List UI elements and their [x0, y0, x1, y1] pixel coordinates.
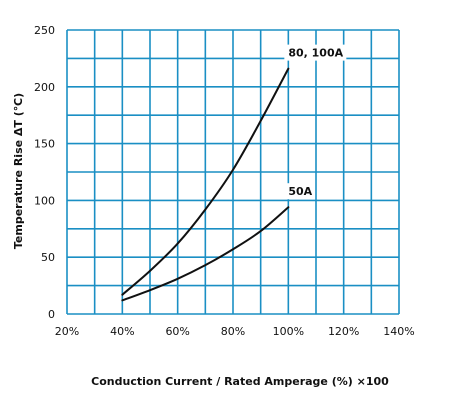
- grid: [66, 29, 400, 315]
- x-tick-label: 40%: [110, 325, 134, 338]
- x-tick-label: 120%: [328, 325, 359, 338]
- y-tick-label: 50: [41, 251, 55, 264]
- series-label-background: [284, 44, 347, 61]
- y-tick-label: 200: [34, 81, 55, 94]
- series-line-0: [121, 67, 290, 296]
- series-labels: 80, 100A 50A: [284, 44, 347, 200]
- y-axis-title: Temperature Rise ΔT (℃): [12, 93, 25, 249]
- x-tick-label: 80%: [221, 325, 245, 338]
- x-tick-label: 60%: [165, 325, 189, 338]
- series-lines: [121, 67, 290, 302]
- x-tick-label: 20%: [55, 325, 79, 338]
- y-tick-label: 100: [34, 194, 55, 207]
- x-tick-label: 140%: [383, 325, 414, 338]
- series-line-1: [121, 206, 290, 302]
- series-label-0: 80, 100A: [288, 47, 343, 60]
- series-label-1: 50A: [288, 185, 312, 198]
- y-tick-label: 150: [34, 138, 55, 151]
- y-tick-label: 250: [34, 24, 55, 37]
- tick-labels: 20% 40% 60% 80% 100% 120% 140% 0 50 100 150 200 250: [34, 24, 415, 338]
- x-axis-title: Conduction Current / Rated Amperage (%) …: [91, 375, 389, 388]
- series-label-background: [284, 183, 312, 200]
- y-tick-label: 0: [48, 308, 55, 321]
- x-tick-label: 100%: [273, 325, 304, 338]
